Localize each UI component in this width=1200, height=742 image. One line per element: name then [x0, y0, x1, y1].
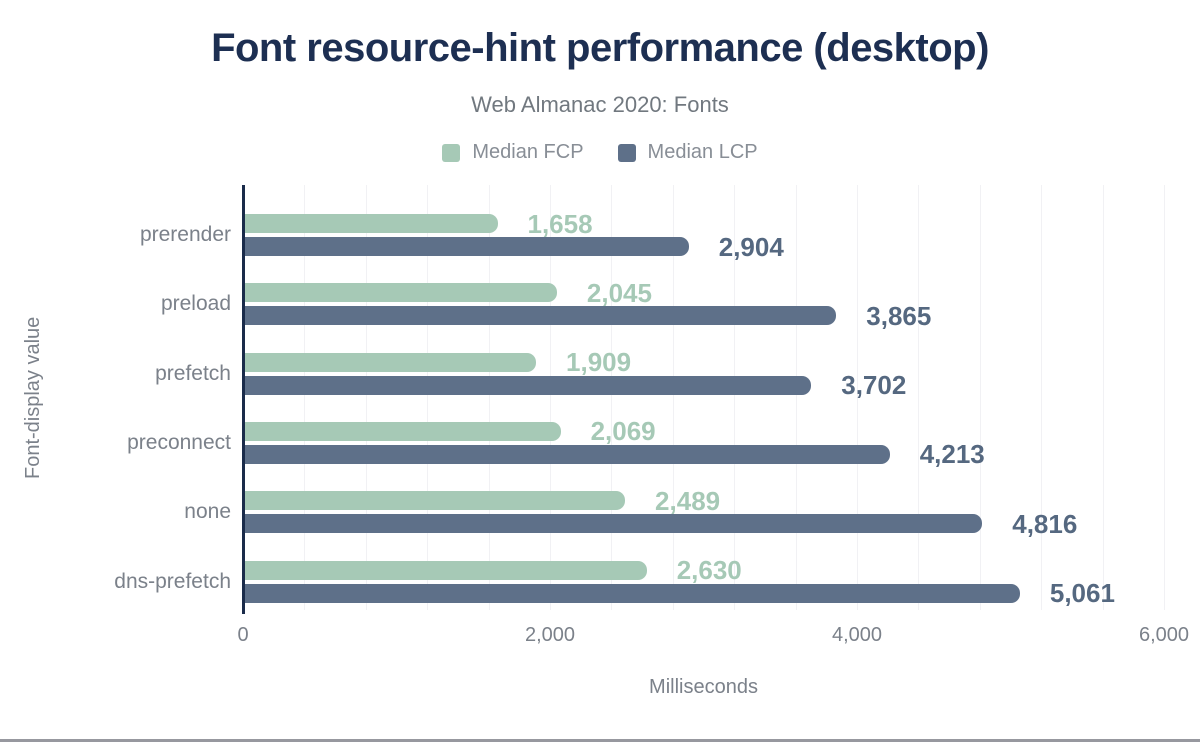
gridline	[672, 185, 674, 610]
y-axis-title: Font-display value	[22, 316, 44, 479]
gridline	[549, 185, 551, 610]
chart-subtitle: Web Almanac 2020: Fonts	[471, 92, 729, 117]
median-fcp-bar	[243, 421, 561, 441]
bar-value-label: 2,069	[590, 416, 656, 447]
bar-group-preconnect: preconnect 2,069 4,213	[127, 408, 1164, 478]
gridline	[734, 185, 736, 610]
legend: Median FCP Median LCP	[0, 141, 1200, 164]
bar-line: 1,909	[243, 349, 1164, 375]
bar-group-dns-prefetch: dns-prefetch 2,630 5,061	[114, 547, 1164, 617]
x-axis-title: Milliseconds	[649, 676, 758, 698]
x-tick-label: 4,000	[831, 624, 883, 646]
bar-group-prerender: prerender 1,658 2,904	[140, 200, 1164, 270]
bar-value-label: 2,489	[655, 485, 721, 516]
gridline	[365, 185, 367, 610]
gridline	[427, 185, 429, 610]
gridline	[1164, 185, 1165, 610]
gridline	[856, 185, 858, 610]
legend-label: Median FCP	[472, 141, 584, 163]
bar-value-label: 5,061	[1049, 578, 1115, 608]
median-lcp-bar	[243, 306, 837, 326]
median-lcp-bar	[243, 375, 812, 395]
gridline	[795, 185, 797, 610]
median-lcp-bar	[243, 237, 689, 256]
x-tick-label: 6,000	[1138, 624, 1190, 646]
legend-item: Median FCP	[442, 141, 584, 164]
bar-line: 2,045	[243, 280, 1164, 306]
bar-line: 5,061	[243, 580, 1164, 606]
median-fcp-bar	[243, 491, 626, 511]
bar-value-label: 2,045	[586, 277, 652, 308]
median-fcp-bar	[243, 283, 557, 303]
bar-line: 2,069	[243, 418, 1164, 444]
bar-group-preload: preload 2,045 3,865	[161, 269, 1164, 339]
median-fcp-bar	[243, 560, 647, 580]
bar-value-label: 4,816	[1012, 508, 1078, 539]
bar-group-none: none 2,489 4,816	[184, 477, 1164, 547]
median-lcp-bar	[243, 514, 983, 534]
category-label: preconnect	[127, 430, 231, 454]
gridline	[611, 185, 613, 610]
x-tick-label: 2,000	[524, 624, 576, 646]
bar-value-label: 3,702	[841, 370, 907, 401]
legend-swatch	[442, 143, 461, 162]
legend-item: Median LCP	[617, 141, 758, 164]
bar-line: 2,630	[243, 557, 1164, 583]
gridline	[918, 185, 920, 610]
bar-value-label: 2,630	[676, 555, 742, 585]
bar-value-label: 2,904	[718, 231, 784, 262]
median-fcp-bar	[243, 352, 537, 372]
bar-value-label: 1,658	[527, 208, 593, 239]
legend-swatch	[617, 143, 636, 162]
category-label: preload	[160, 292, 231, 316]
category-label: none	[184, 500, 231, 524]
chart-title: Font resource-hint performance (desktop)	[211, 26, 989, 70]
x-tick-label: 0	[237, 624, 249, 646]
bar-line: 2,489	[243, 488, 1164, 514]
gridline	[304, 185, 306, 610]
category-label: prerender	[139, 223, 231, 246]
category-label: prefetch	[155, 361, 231, 385]
gridline	[979, 185, 981, 610]
gridline	[1102, 185, 1104, 610]
category-label: dns-prefetch	[114, 569, 231, 593]
bar-line: 4,213	[243, 441, 1164, 467]
bar-line: 3,865	[243, 303, 1164, 329]
y-axis-line	[242, 185, 245, 614]
bar-value-label: 4,213	[919, 439, 985, 470]
bar-line: 1,658	[243, 211, 1164, 237]
plot-area: prerender 1,658 2,904 preload 2,045 3,865 pref…	[114, 185, 1189, 646]
median-lcp-bar	[243, 583, 1020, 603]
median-fcp-bar	[243, 214, 498, 233]
legend-label: Median LCP	[647, 141, 758, 163]
gridline	[1041, 185, 1043, 610]
bar-value-label: 1,909	[566, 347, 632, 378]
bar-line: 3,702	[243, 372, 1164, 398]
bar-line: 2,904	[243, 234, 1164, 260]
median-lcp-bar	[243, 444, 890, 464]
bar-value-label: 3,865	[866, 300, 932, 331]
bar-line: 4,816	[243, 511, 1164, 537]
bar-group-prefetch: prefetch 1,909 3,702	[155, 339, 1164, 409]
gridline	[488, 185, 490, 610]
